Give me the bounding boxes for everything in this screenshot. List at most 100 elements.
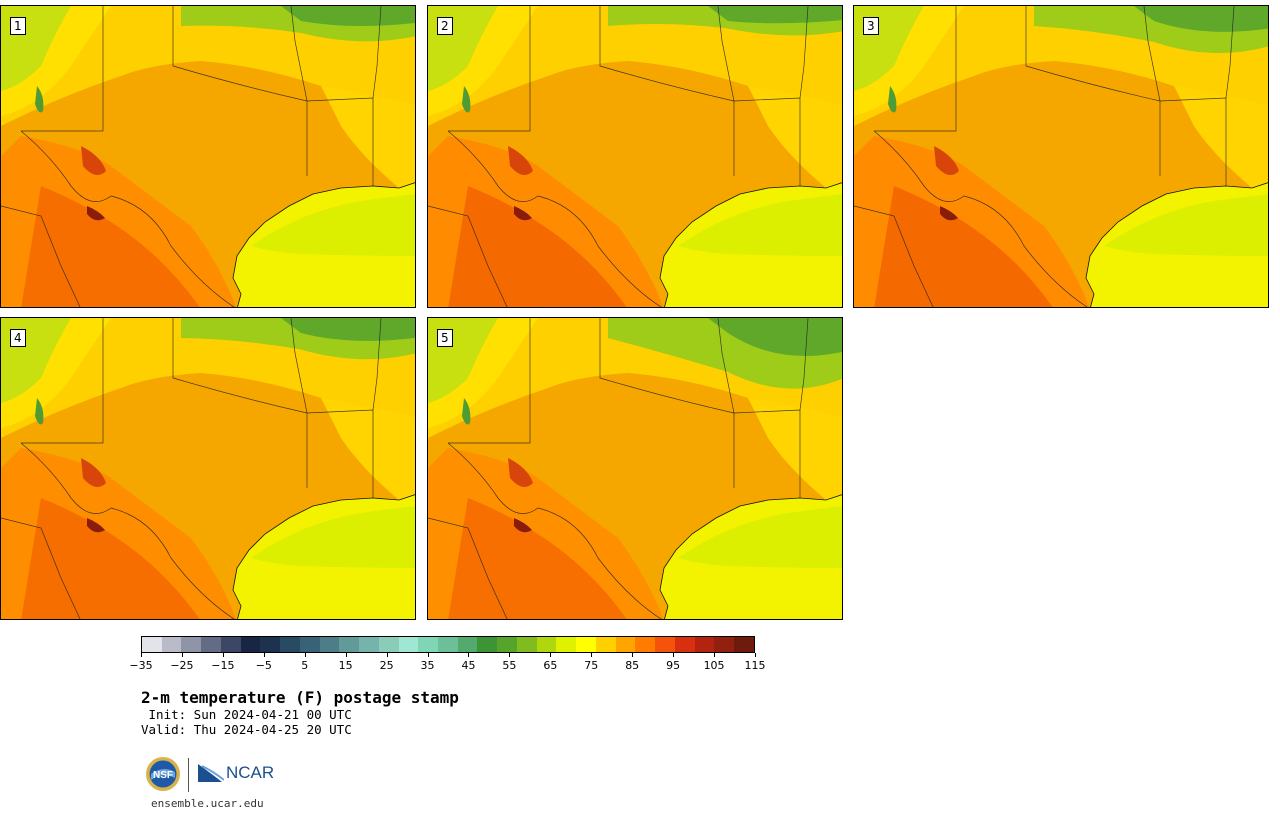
ensemble-member-panel-2: 2 [427, 5, 843, 308]
boundary-line [599, 6, 735, 102]
colorbar-tick-label: 15 [338, 659, 353, 672]
site-url: ensemble.ucar.edu [151, 797, 264, 810]
colorbar-tick-label: −5 [255, 659, 272, 672]
init-time: Init: Sun 2024-04-21 00 UTC [141, 707, 352, 722]
logo-divider [188, 758, 189, 792]
colorbar-tick [181, 653, 183, 657]
ensemble-member-panel-1: 1 [0, 5, 416, 308]
colorbar-tick-label: −35 [129, 659, 153, 672]
colorbar-swatch [142, 637, 162, 652]
nsf-logo: NSF [146, 757, 180, 791]
temperature-map [854, 6, 1268, 307]
colorbar-swatch [181, 637, 202, 652]
coastline [659, 182, 842, 307]
colorbar-tick [550, 653, 552, 657]
boundary-line [717, 318, 735, 488]
colorbar-swatch [280, 637, 300, 652]
ensemble-member-panel-4: 4 [0, 317, 416, 620]
temperature-map [428, 318, 842, 619]
colorbar-swatch [615, 637, 636, 652]
valid-time: Valid: Thu 2024-04-25 20 UTC [141, 722, 352, 737]
boundary-line [290, 318, 308, 488]
ensemble-member-panel-5: 5 [427, 317, 843, 620]
panel-number: 5 [437, 329, 453, 347]
boundary-line [873, 130, 1088, 307]
colorbar-tick [222, 653, 224, 657]
colorbar-tick-label: 65 [543, 659, 558, 672]
boundary-line [172, 318, 308, 414]
coastline [1085, 182, 1268, 307]
colorbar-swatch [339, 637, 360, 652]
colorbar-swatch [378, 637, 399, 652]
colorbar-tick-label: 25 [379, 659, 394, 672]
nsf-logo-text: NSF [153, 770, 173, 781]
colorbar-tick-label: 45 [461, 659, 476, 672]
colorbar-tick [386, 653, 388, 657]
panel-number: 2 [437, 17, 453, 35]
temperature-map [1, 6, 415, 307]
colorbar-swatch [497, 637, 517, 652]
colorbar-swatch [398, 637, 419, 652]
colorbar-tick [714, 653, 716, 657]
colorbar-tick-label: 85 [625, 659, 640, 672]
colorbar-tick-label: 55 [502, 659, 517, 672]
colorbar-swatch [655, 637, 675, 652]
colorbar-swatch [161, 637, 182, 652]
boundary-line [1225, 6, 1235, 99]
boundary-line [799, 6, 809, 99]
colorbar-swatch [674, 637, 695, 652]
boundary-line [1143, 6, 1161, 176]
boundary-line [447, 130, 662, 307]
ensemble-member-panel-3: 3 [853, 5, 1269, 308]
colorbar-swatch [635, 637, 656, 652]
boundary-line [21, 318, 104, 444]
colorbar-swatch [556, 637, 577, 652]
boundary-line [599, 318, 735, 414]
colorbar-tick-label: 95 [666, 659, 681, 672]
boundary-line [20, 442, 235, 619]
boundary-line [799, 318, 809, 411]
colorbar-tick-label: −15 [211, 659, 235, 672]
temperature-map [1, 318, 415, 619]
boundary-line [428, 517, 508, 619]
colorbar-tick-label: 5 [301, 659, 309, 672]
boundary-line [372, 318, 382, 411]
ncar-logo-text: NCAR [226, 763, 275, 782]
colorbar-tick [509, 653, 511, 657]
colorbar-swatch [694, 637, 715, 652]
colorbar-tick [755, 653, 756, 657]
panel-number: 4 [10, 329, 26, 347]
colorbar-tick [345, 653, 347, 657]
coastline [659, 494, 842, 619]
boundary-line [448, 318, 531, 444]
colorbar-tick [468, 653, 470, 657]
boundary-line [372, 6, 382, 99]
colorbar-tick [304, 653, 306, 657]
boundary-line [172, 6, 308, 102]
colorbar-swatch [438, 637, 458, 652]
ncar-swoosh-icon [198, 764, 224, 782]
boundary-line [447, 442, 662, 619]
colorbar-tick-label: 35 [420, 659, 435, 672]
colorbar-tick [141, 653, 142, 657]
map-title: 2-m temperature (F) postage stamp [141, 688, 459, 707]
colorbar-swatch [477, 637, 498, 652]
boundary-line [874, 6, 957, 132]
colorbar-swatch [714, 637, 735, 652]
colorbar-tick [673, 653, 675, 657]
colorbar-tick [632, 653, 634, 657]
colorbar-swatch [201, 637, 221, 652]
colorbar-swatch [595, 637, 616, 652]
colorbar-swatch [319, 637, 340, 652]
boundary-line [428, 205, 508, 307]
boundary-line [717, 6, 735, 176]
boundary-line [854, 205, 934, 307]
colorbar-swatch [536, 637, 557, 652]
colorbar-swatch [260, 637, 281, 652]
boundary-line [290, 6, 308, 176]
colorbar-swatch [516, 637, 537, 652]
colorbar-tick-label: 75 [584, 659, 599, 672]
boundary-line [21, 6, 104, 132]
colorbar-tick [591, 653, 593, 657]
boundary-line [448, 6, 531, 132]
